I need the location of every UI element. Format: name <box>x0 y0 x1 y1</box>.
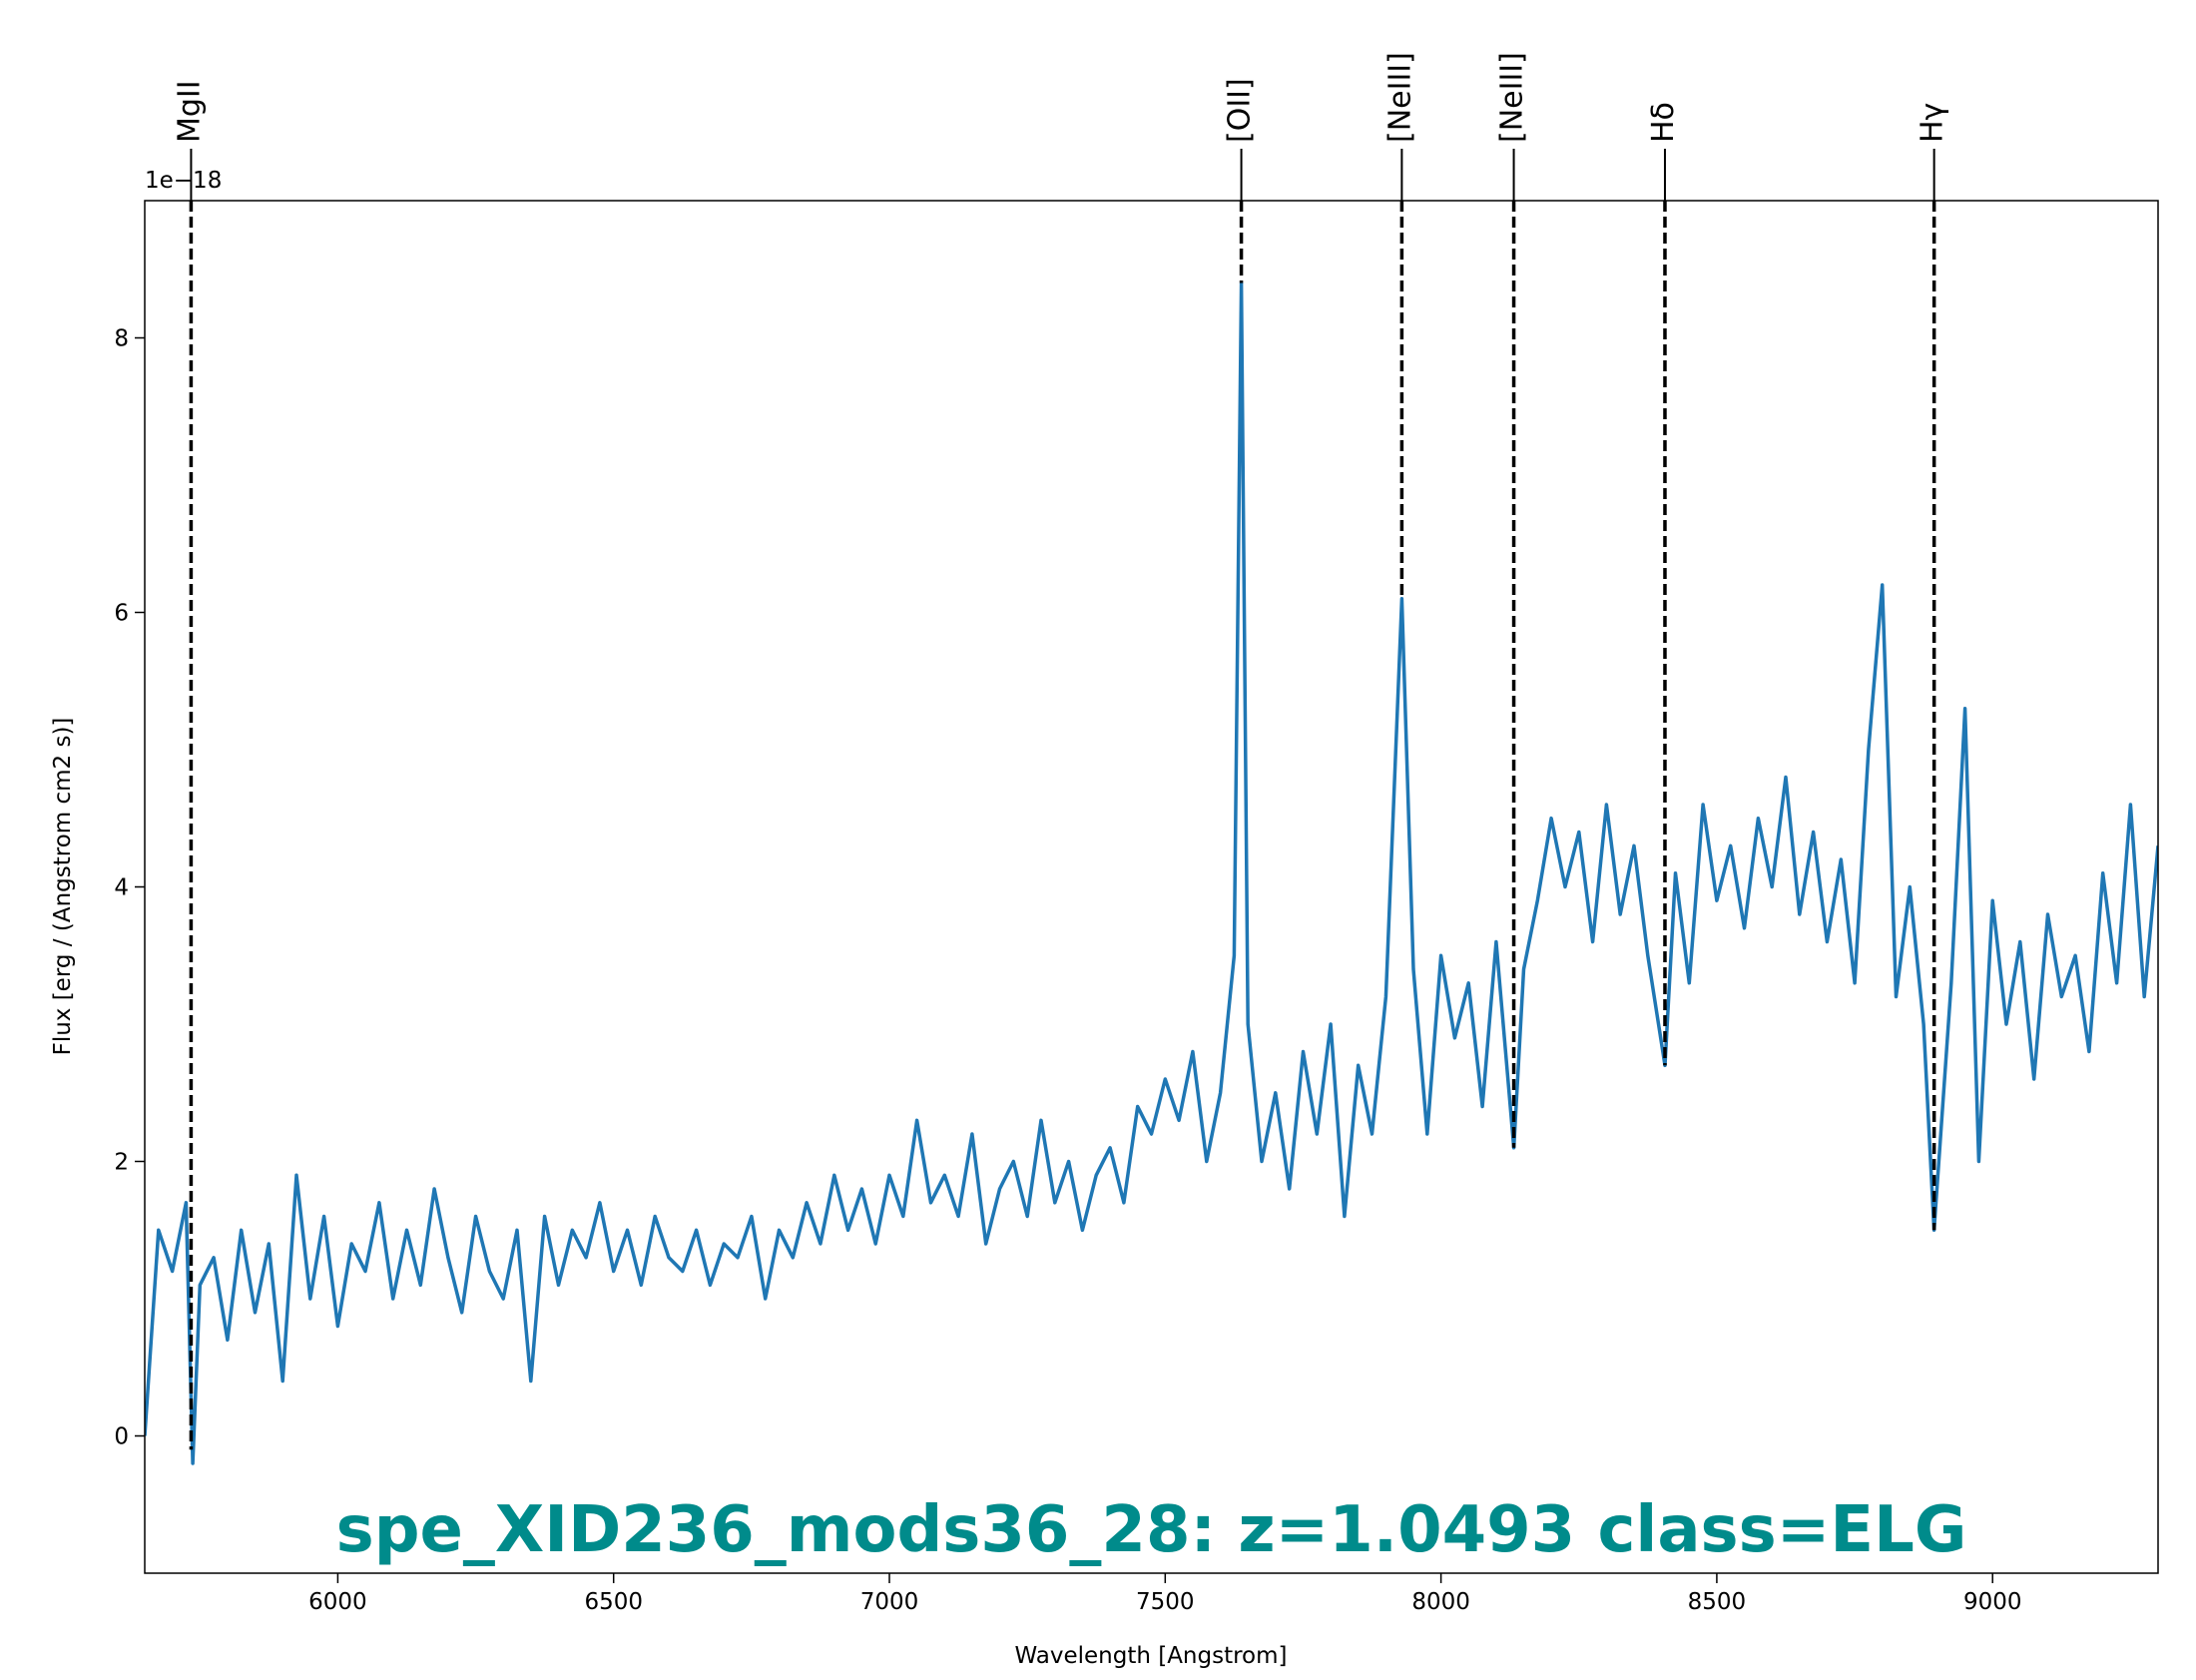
x-tick-label: 6000 <box>308 1589 367 1615</box>
x-tick-label: 7500 <box>1136 1589 1195 1615</box>
emission-line-label: Hδ <box>1646 102 1681 143</box>
emission-line-label: MgII <box>172 80 207 143</box>
x-tick-label: 6500 <box>584 1589 643 1615</box>
emission-line-label: [NeIII] <box>1382 52 1417 143</box>
x-tick-label: 7000 <box>860 1589 919 1615</box>
x-axis-label: Wavelength [Angstrom] <box>1014 1643 1287 1669</box>
y-offset-label: 1e−18 <box>145 168 222 194</box>
y-tick-label: 2 <box>114 1150 129 1176</box>
spectrum-line <box>145 280 2158 1465</box>
chart-title: spe_XID236_mods36_28: z=1.0493 class=ELG <box>336 1493 1967 1567</box>
y-tick-label: 8 <box>114 326 129 352</box>
y-tick-label: 6 <box>114 601 129 627</box>
y-axis-label: Flux [erg / (Angstrom cm2 s)] <box>50 718 76 1056</box>
y-tick-label: 4 <box>114 875 129 901</box>
x-tick-label: 9000 <box>1963 1589 2022 1615</box>
y-tick-label: 0 <box>114 1424 129 1450</box>
x-tick-label: 8500 <box>1688 1589 1747 1615</box>
emission-line-label: [NeIII] <box>1495 52 1530 143</box>
x-tick-label: 8000 <box>1411 1589 1470 1615</box>
emission-line-label: [OII] <box>1223 78 1258 143</box>
plot-frame <box>144 200 2159 1574</box>
emission-line-label: Hγ <box>1916 103 1950 143</box>
